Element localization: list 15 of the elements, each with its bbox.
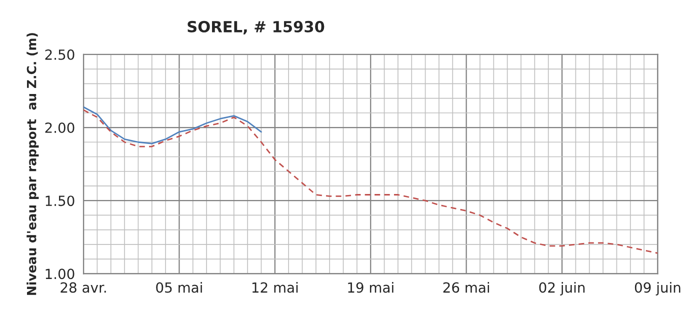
- y-tick-label: 2.50: [45, 49, 74, 60]
- x-tick-label: 12 mai: [252, 282, 298, 293]
- y-tick-label: 1.00: [46, 268, 74, 280]
- line-series: [84, 106, 262, 144]
- y-tick-label: 1.50: [46, 196, 74, 206]
- x-tick-label: 09 juin: [634, 282, 680, 296]
- x-tick-label: 19 mai: [348, 282, 394, 293]
- x-tick-label: 28 avr.: [60, 282, 106, 293]
- x-tick-label: 05 mai: [156, 282, 202, 293]
- y-axis-title: Niveau d'eau par rapport au Z.C. (m): [26, 33, 39, 295]
- x-tick-label: 02 juin: [539, 282, 585, 296]
- x-tick-label: 26 mai: [443, 282, 490, 293]
- y-tick-label: 2.00: [45, 122, 74, 133]
- line-series: [84, 109, 658, 254]
- chart-title: SOREL, # 15930: [188, 20, 324, 34]
